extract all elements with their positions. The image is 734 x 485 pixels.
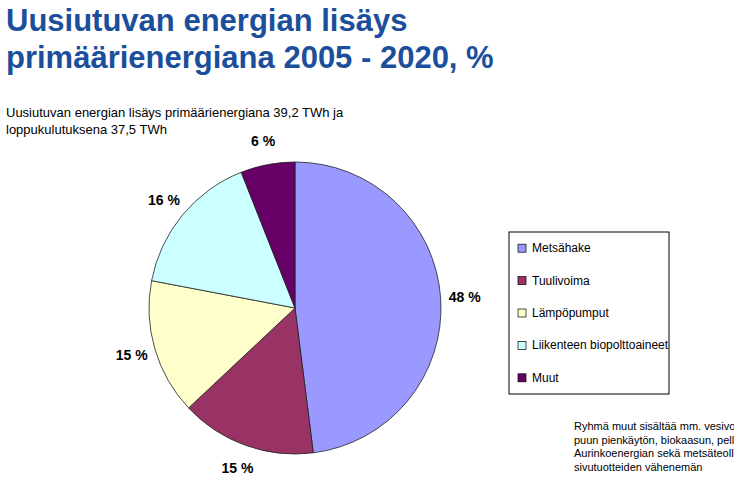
- legend-swatch: [518, 374, 526, 382]
- data-labels: 48 % 15 % 15 % 16 % 6 %: [116, 133, 481, 476]
- legend-label: Tuulivoima: [532, 274, 590, 288]
- data-label: 48 %: [449, 289, 481, 305]
- data-label: 6 %: [251, 133, 276, 149]
- legend-box: [509, 232, 669, 394]
- subtitle: Uusiutuvan energian lisäys primäärienerg…: [6, 104, 351, 138]
- legend-label: Metsähake: [532, 241, 591, 255]
- legend-label: Liikenteen biopolttoaineet: [532, 338, 669, 352]
- data-label: 15 %: [116, 347, 148, 363]
- page: {"chart_data": { "type": "pie", "title":…: [0, 0, 734, 485]
- legend-label: Muut: [532, 371, 559, 385]
- annotation: Ryhmä muut sisältää mm. vesivoiman, puun…: [574, 420, 734, 474]
- data-label: 15 %: [221, 460, 253, 476]
- legend-label: Lämpöpumput: [532, 306, 609, 320]
- legend: Metsähake Tuulivoima Lämpöpumput Liikenteen…: [509, 232, 669, 394]
- pie: [149, 162, 441, 454]
- slice: [295, 162, 441, 453]
- chart: 48 % 15 % 15 % 16 % 6 % Metsähake Tuulivoima Lä…: [0, 0, 734, 485]
- slice: [241, 162, 295, 308]
- legend-swatch: [518, 244, 526, 252]
- legend-swatch: [518, 341, 526, 349]
- legend-swatch: [518, 277, 526, 285]
- legend-swatch: [518, 309, 526, 317]
- data-label: 16 %: [148, 192, 180, 208]
- title: Uusiutuvan energian lisäys primäärienerg…: [6, 2, 606, 76]
